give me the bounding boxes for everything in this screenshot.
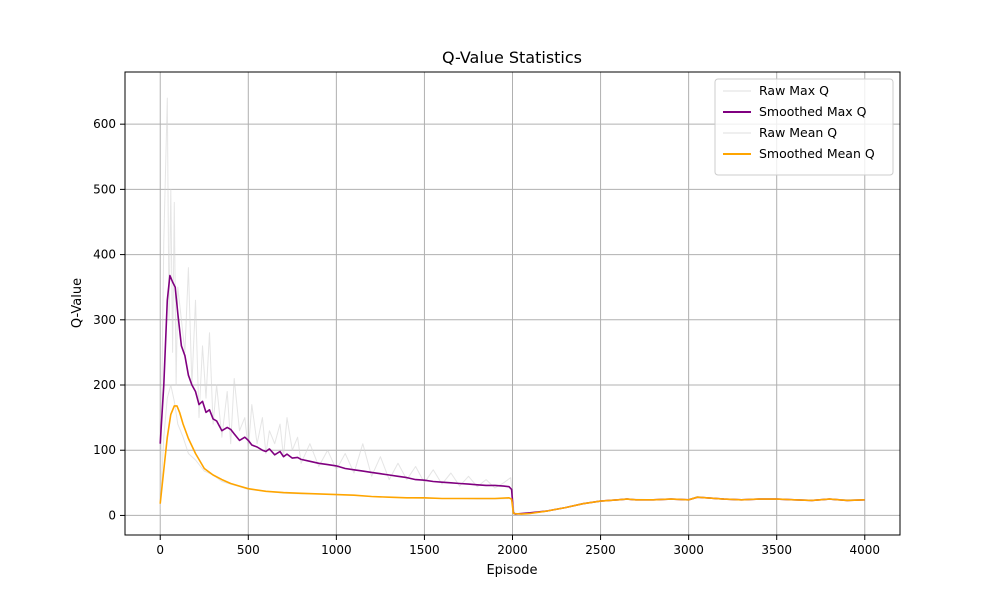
y-tick-label: 600 — [93, 117, 116, 131]
x-tick-label: 4000 — [849, 543, 880, 557]
chart-title: Q-Value Statistics — [442, 48, 582, 67]
plot-series — [159, 97, 865, 516]
legend-label: Smoothed Mean Q — [759, 146, 875, 161]
axis-ticks: 0 500 1000 1500 2000 2500 3000 3500 4000 0 100 200 3… — [93, 117, 880, 557]
x-tick-label: 1000 — [321, 543, 352, 557]
x-tick-label: 2500 — [585, 543, 616, 557]
y-tick-label: 0 — [108, 508, 116, 522]
legend-box — [714, 78, 894, 176]
x-tick-label: 500 — [237, 543, 260, 557]
legend-label: Raw Mean Q — [759, 125, 837, 140]
series-line-smoothed-mean-q — [159, 405, 865, 515]
y-tick-label: 200 — [93, 378, 116, 392]
x-tick-label: 1500 — [409, 543, 440, 557]
legend-label: Smoothed Max Q — [759, 104, 867, 119]
x-tick-label: 3000 — [673, 543, 704, 557]
y-tick-label: 400 — [93, 248, 116, 262]
y-tick-label: 300 — [93, 313, 116, 327]
x-tick-label: 0 — [156, 543, 164, 557]
x-tick-label: 3500 — [761, 543, 792, 557]
legend: Raw Max Q Smoothed Max Q Raw Mean Q Smoothe… — [714, 78, 894, 176]
legend-label: Raw Max Q — [759, 83, 829, 98]
y-tick-label: 500 — [93, 182, 116, 196]
y-axis-label: Q-Value — [70, 278, 85, 328]
x-tick-label: 2000 — [497, 543, 528, 557]
x-axis-label: Episode — [486, 563, 537, 578]
y-tick-label: 100 — [93, 443, 116, 457]
